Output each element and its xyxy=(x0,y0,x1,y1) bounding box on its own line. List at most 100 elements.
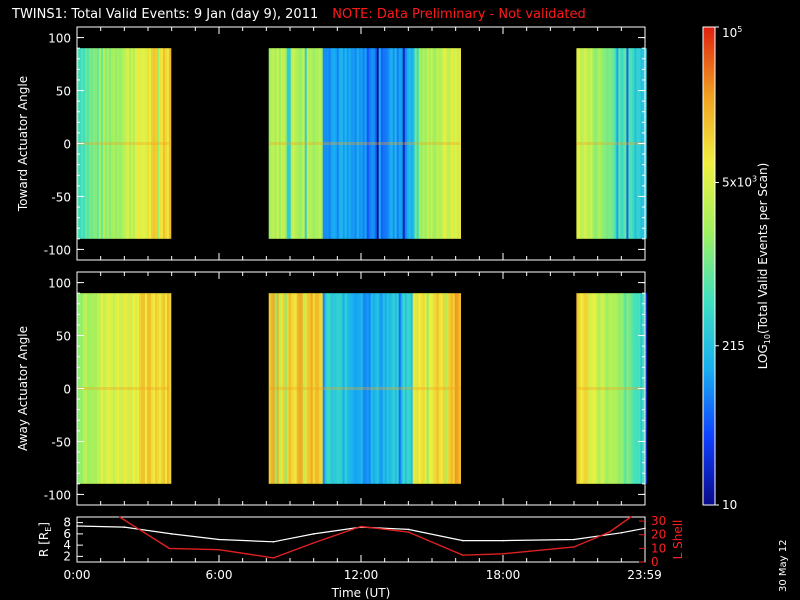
heatmap-column xyxy=(392,293,395,484)
heatmap-column xyxy=(596,293,599,484)
heatmap-column xyxy=(596,48,599,239)
heatmap-column xyxy=(588,293,591,484)
heatmap-column xyxy=(582,293,585,484)
heatmap-column xyxy=(318,48,321,239)
heatmap-column xyxy=(332,293,335,484)
heatmap-column xyxy=(300,293,303,484)
heatmap-column xyxy=(344,48,347,239)
heatmap-column xyxy=(85,293,88,484)
y-tick-label: 100 xyxy=(48,277,71,291)
heatmap-column xyxy=(614,48,617,239)
heatmap-column xyxy=(121,293,124,484)
heatmap-column xyxy=(111,48,114,239)
heatmap-column xyxy=(412,293,415,484)
heatmap-column xyxy=(624,293,627,484)
heatmap-column xyxy=(622,48,625,239)
heatmap-column xyxy=(268,48,271,239)
heatmap-column xyxy=(165,293,168,484)
heatmap-column xyxy=(155,293,158,484)
title-note: NOTE: Data Preliminary - Not validated xyxy=(332,7,586,22)
heatmap-column xyxy=(97,48,100,239)
heatmap-column xyxy=(85,48,88,239)
heatmap-column xyxy=(356,48,359,239)
heatmap-column xyxy=(139,293,142,484)
heatmap-column xyxy=(135,293,138,484)
heatmap-column xyxy=(314,293,317,484)
heatmap-column xyxy=(326,48,329,239)
heatmap-column xyxy=(310,48,313,239)
heatmap-column xyxy=(612,293,615,484)
heatmap-column xyxy=(155,48,158,239)
data-interval-1 xyxy=(77,48,172,239)
heatmap-column xyxy=(328,48,331,239)
heatmap-column xyxy=(590,48,593,239)
heatmap-column xyxy=(584,293,587,484)
heatmap-column xyxy=(312,293,315,484)
heatmap-column xyxy=(644,48,647,239)
heatmap-column xyxy=(410,48,413,239)
heatmap-column xyxy=(436,48,439,239)
heatmap-column xyxy=(302,48,305,239)
heatmap-column xyxy=(133,48,136,239)
y-tick-label: -100 xyxy=(44,488,71,502)
heatmap-column xyxy=(416,293,419,484)
l-shell-data-point xyxy=(168,547,171,550)
heatmap-column xyxy=(396,48,399,239)
heatmap-column xyxy=(370,293,373,484)
heatmap-column xyxy=(402,293,405,484)
heatmap-column xyxy=(430,48,433,239)
heatmap-column xyxy=(370,48,373,239)
heatmap-column xyxy=(119,48,122,239)
heatmap-column xyxy=(434,48,437,239)
heatmap-column xyxy=(388,48,391,239)
heatmap-column xyxy=(137,293,140,484)
heatmap-column xyxy=(618,48,621,239)
heatmap-column xyxy=(298,48,301,239)
heatmap-column xyxy=(580,48,583,239)
heatmap-column xyxy=(410,293,413,484)
heatmap-column xyxy=(600,293,603,484)
heatmap-column xyxy=(336,48,339,239)
heatmap-column xyxy=(450,293,453,484)
heatmap-column xyxy=(382,48,385,239)
heatmap-column xyxy=(153,48,156,239)
zero-angle-band xyxy=(268,142,461,145)
zero-angle-band xyxy=(77,387,170,390)
heatmap-column xyxy=(450,48,453,239)
heatmap-column xyxy=(452,48,455,239)
heatmap-column xyxy=(141,48,144,239)
heatmap-column xyxy=(342,48,345,239)
heatmap-column xyxy=(274,293,277,484)
heatmap-column xyxy=(306,48,309,239)
heatmap-column xyxy=(368,293,371,484)
r-data-point xyxy=(502,539,504,542)
heatmap-column xyxy=(149,293,152,484)
heatmap-column xyxy=(107,293,110,484)
l-shell-data-point xyxy=(573,546,575,548)
heatmap-column xyxy=(129,293,132,484)
heatmap-column xyxy=(336,293,339,484)
heatmap-column xyxy=(334,48,337,239)
y-tick-label: 0 xyxy=(63,383,71,397)
heatmap-column xyxy=(406,293,409,484)
colorbar-label: LOG10(Total Valid Events per Scan) xyxy=(756,163,772,370)
heatmap-column xyxy=(330,48,333,239)
y-tick-label: -50 xyxy=(51,190,71,204)
heatmap-column xyxy=(286,293,289,484)
r-data-point xyxy=(312,533,315,535)
heatmap-column xyxy=(576,48,579,239)
heatmap-column xyxy=(634,293,637,484)
heatmap-column xyxy=(159,293,162,484)
zero-angle-band xyxy=(576,387,645,390)
heatmap-column xyxy=(280,48,283,239)
heatmap-column xyxy=(127,48,130,239)
heatmap-column xyxy=(404,48,407,239)
x-tick-label: 12:00 xyxy=(344,568,379,582)
heatmap-column xyxy=(169,48,172,239)
heatmap-column xyxy=(598,48,601,239)
right-y-tick-label: 10 xyxy=(651,541,666,555)
title-main: TWINS1: Total Valid Events: 9 Jan (day 9… xyxy=(12,7,319,22)
heatmap-column xyxy=(326,293,329,484)
heatmap-column xyxy=(97,293,100,484)
heatmap-column xyxy=(272,48,275,239)
